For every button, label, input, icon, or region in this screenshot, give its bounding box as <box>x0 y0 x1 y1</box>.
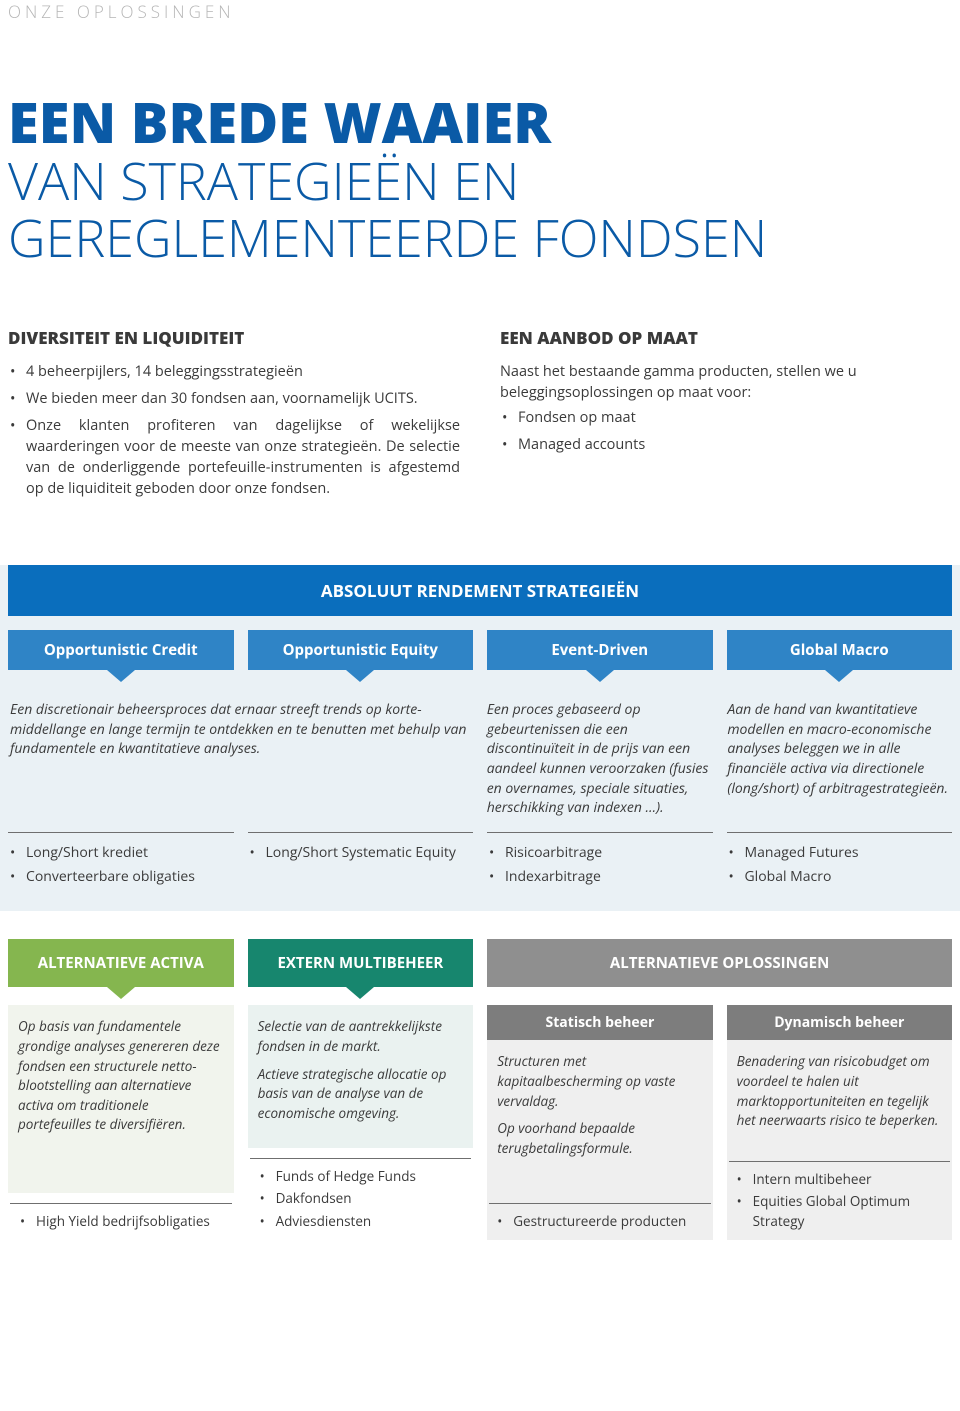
li-global-macro: Global Macro <box>727 867 953 887</box>
intro-right: EEN AANBOD OP MAAT Naast het bestaande g… <box>500 326 952 505</box>
group-teal-title: EXTERN MULTIBEHEER <box>248 939 474 987</box>
group-alternatieve-oplossingen: ALTERNATIEVE OPLOSSINGEN Statisch beheer… <box>487 939 952 1240</box>
tab-opportunistic-credit: Opportunistic Credit <box>8 630 234 670</box>
li-intern-multibeheer: Intern multibeheer <box>735 1170 944 1190</box>
sub-statisch-body: Structuren met kapitaalbescherming op va… <box>487 1040 712 1192</box>
list-credit: Long/Short krediet Converteerbare obliga… <box>8 832 234 892</box>
page-headline: EEN BREDE WAAIER VAN STRATEGIEËN EN GERE… <box>0 53 960 326</box>
band-title: ABSOLUUT RENDEMENT STRATEGIEËN <box>8 565 952 616</box>
intro-left-b1: 4 beheerpijlers, 14 beleggingsstrategieë… <box>8 361 460 382</box>
li-risicoarbitrage: Risicoarbitrage <box>487 843 713 863</box>
intro-right-b2: Managed accounts <box>500 434 952 455</box>
desc-global-macro: Aan de hand van kwantitatieve modellen e… <box>725 692 952 832</box>
strategy-band: ABSOLUUT RENDEMENT STRATEGIEËN Opportuni… <box>0 565 960 911</box>
s2-p1: Benadering van risicobudget om voordeel … <box>737 1052 942 1130</box>
intro-right-b1: Fondsen op maat <box>500 407 952 428</box>
sub-dynamisch-body: Benadering van risicobudget om voordeel … <box>727 1040 952 1150</box>
li-equities-global-optimum: Equities Global Optimum Strategy <box>735 1192 944 1231</box>
intro-left-b2: We bieden meer dan 30 fondsen aan, voorn… <box>8 388 460 409</box>
intro-left: DIVERSITEIT EN LIQUIDITEIT 4 beheerpijle… <box>8 326 460 505</box>
sub-dynamisch-title: Dynamisch beheer <box>727 1005 952 1040</box>
headline-line1: EEN BREDE WAAIER <box>8 93 952 152</box>
group-alternatieve-activa: ALTERNATIEVE ACTIVA Op basis van fundame… <box>8 939 234 1240</box>
intro-right-title: EEN AANBOD OP MAAT <box>500 326 952 349</box>
li-high-yield: High Yield bedrijfsobligaties <box>18 1212 224 1232</box>
s1-p1: Structuren met kapitaalbescherming op va… <box>497 1052 702 1111</box>
list-event: Risicoarbitrage Indexarbitrage <box>487 832 713 892</box>
list-equity: Long/Short Systematic Equity <box>248 832 474 892</box>
intro-left-b3: Onze klanten profiteren van dagelijkse o… <box>8 415 460 499</box>
list-macro: Managed Futures Global Macro <box>727 832 953 892</box>
li-gestructureerde: Gestructureerde producten <box>495 1212 704 1232</box>
subgroup-dynamisch: Dynamisch beheer Benadering van risicobu… <box>727 1005 952 1240</box>
tab-event-driven: Event-Driven <box>487 630 713 670</box>
group-extern-multibeheer: EXTERN MULTIBEHEER Selectie van de aantr… <box>248 939 474 1240</box>
li-converteerbare: Converteerbare obligaties <box>8 867 234 887</box>
desc-opportunistic: Een discretionair beheersproces dat erna… <box>8 692 471 832</box>
subgroup-statisch: Statisch beheer Structuren met kapitaalb… <box>487 1005 712 1240</box>
headline-line2: VAN STRATEGIEËN EN <box>8 152 952 209</box>
li-adviesdiensten: Adviesdiensten <box>258 1212 464 1232</box>
g2-p2: Actieve strategische allocatie op basis … <box>258 1065 464 1124</box>
page-eyebrow: ONZE OPLOSSINGEN <box>0 0 960 53</box>
group-teal-desc: Selectie van de aantrekkelijkste fondsen… <box>248 1005 474 1147</box>
sub-statisch-title: Statisch beheer <box>487 1005 712 1040</box>
li-indexarbitrage: Indexarbitrage <box>487 867 713 887</box>
intro-right-lead: Naast het bestaande gamma producten, ste… <box>500 361 952 403</box>
group-green-desc: Op basis van fundamentele grondige analy… <box>8 1005 234 1192</box>
desc-event-driven: Een proces gebaseerd op gebeurtenissen d… <box>485 692 712 832</box>
group-gray-title: ALTERNATIEVE OPLOSSINGEN <box>487 939 952 987</box>
lower-groups: ALTERNATIEVE ACTIVA Op basis van fundame… <box>0 911 960 1240</box>
tab-opportunistic-equity: Opportunistic Equity <box>248 630 474 670</box>
li-fohf: Funds of Hedge Funds <box>258 1167 464 1187</box>
li-dakfondsen: Dakfondsen <box>258 1189 464 1209</box>
s1-p2: Op voorhand bepaalde terugbetalingsformu… <box>497 1119 702 1158</box>
li-long-short-krediet: Long/Short krediet <box>8 843 234 863</box>
li-managed-futures: Managed Futures <box>727 843 953 863</box>
tab-global-macro: Global Macro <box>727 630 953 670</box>
intro-left-title: DIVERSITEIT EN LIQUIDITEIT <box>8 326 460 349</box>
headline-line3: GEREGLEMENTEERDE FONDSEN <box>8 209 952 266</box>
intro-columns: DIVERSITEIT EN LIQUIDITEIT 4 beheerpijle… <box>0 326 960 565</box>
g2-p1: Selectie van de aantrekkelijkste fondsen… <box>258 1017 464 1056</box>
li-long-short-equity: Long/Short Systematic Equity <box>248 843 474 863</box>
group-green-title: ALTERNATIEVE ACTIVA <box>8 939 234 987</box>
